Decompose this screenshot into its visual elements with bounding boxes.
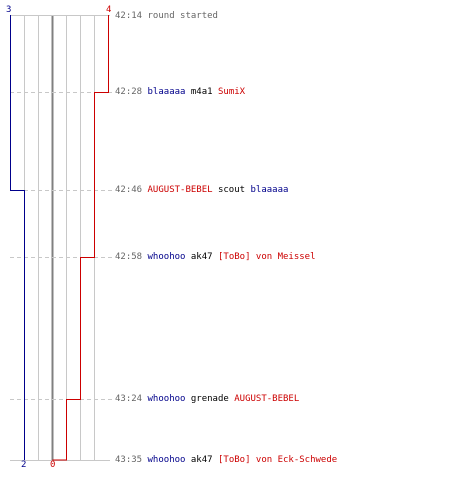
killer-name: AUGUST-BEBEL xyxy=(147,185,213,195)
weapon-name: grenade xyxy=(190,394,229,404)
ct-end-count: 2 xyxy=(21,460,27,470)
killer-name: whoohoo xyxy=(147,394,186,404)
event-note: round started xyxy=(147,11,218,21)
victim-name: blaaaaa xyxy=(250,185,289,195)
victim-name: AUGUST-BEBEL xyxy=(234,394,300,404)
event-row-kill: 42:58 whoohoo ak47 [ToBo] von Meissel xyxy=(115,251,316,263)
event-time: 43:24 xyxy=(115,394,143,404)
event-row-round-start: 42:14 round started xyxy=(115,10,218,22)
event-row-kill: 43:35 whoohoo ak47 [ToBo] von Eck-Schwed… xyxy=(115,454,337,466)
event-time: 42:14 xyxy=(115,11,143,21)
event-time: 43:35 xyxy=(115,455,143,465)
victim-name: SumiX xyxy=(217,87,246,97)
weapon-name: ak47 xyxy=(190,455,213,465)
weapon-name: ak47 xyxy=(190,252,213,262)
event-row-kill: 42:28 blaaaaa m4a1 SumiX xyxy=(115,86,245,98)
event-time: 42:58 xyxy=(115,252,143,262)
killer-name: blaaaaa xyxy=(147,87,186,97)
grid-lines xyxy=(24,15,95,460)
victim-name: [ToBo] von Meissel xyxy=(217,252,316,262)
killer-name: whoohoo xyxy=(147,252,186,262)
event-time: 42:28 xyxy=(115,87,143,97)
event-row-kill: 42:46 AUGUST-BEBEL scout blaaaaa xyxy=(115,184,288,196)
t-end-count: 0 xyxy=(50,460,56,470)
weapon-name: scout xyxy=(217,185,246,195)
t-start-count: 4 xyxy=(106,5,112,15)
ct-start-count: 3 xyxy=(6,5,12,15)
ct-alive-line xyxy=(10,15,25,460)
t-alive-line xyxy=(52,15,109,461)
killer-name: whoohoo xyxy=(147,455,186,465)
event-markers xyxy=(10,92,112,400)
victim-name: [ToBo] von Eck-Schwede xyxy=(217,455,338,465)
weapon-name: m4a1 xyxy=(190,87,213,97)
event-time: 42:46 xyxy=(115,185,143,195)
event-row-kill: 43:24 whoohoo grenade AUGUST-BEBEL xyxy=(115,393,299,405)
